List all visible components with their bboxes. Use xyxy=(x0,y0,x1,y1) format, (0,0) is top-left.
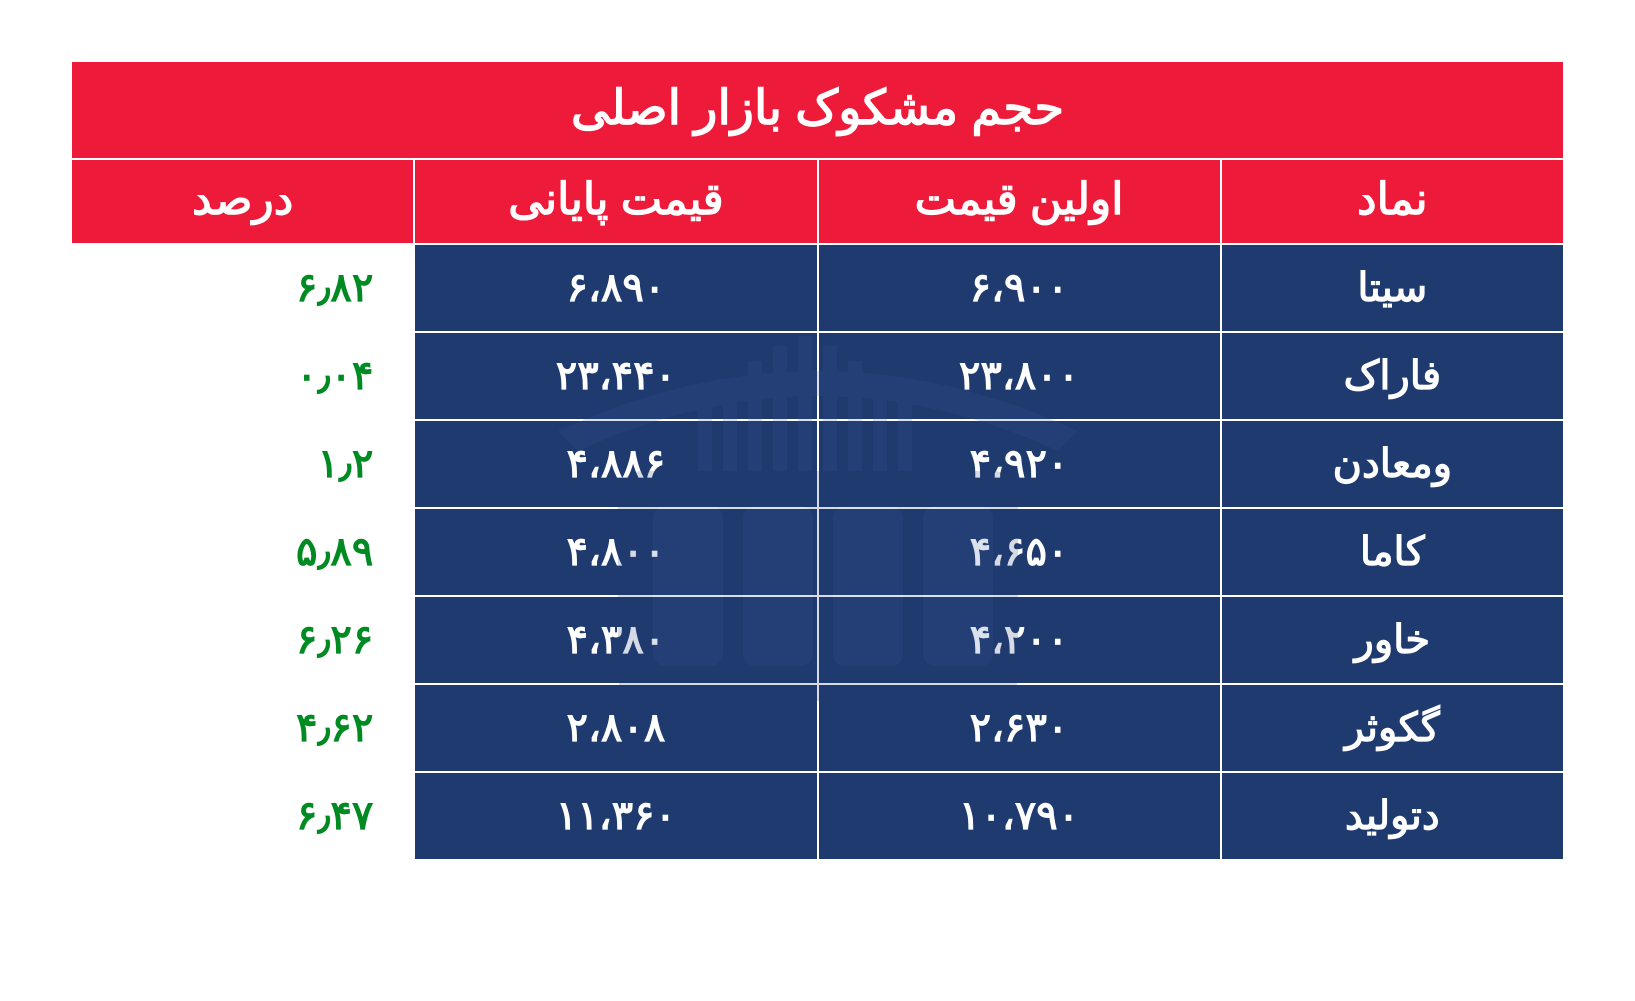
cell-close-price: ۴،۸۰۰ xyxy=(414,508,817,596)
cell-percent: ۴٫۶۲ xyxy=(71,684,414,772)
table-row: فاراک ۲۳،۸۰۰ ۲۳،۴۴۰ ۰٫۰۴ xyxy=(71,332,1564,420)
cell-percent: ۰٫۰۴ xyxy=(71,332,414,420)
table-row: خاور ۴،۲۰۰ ۴،۳۸۰ ۶٫۲۶ xyxy=(71,596,1564,684)
percent-value: ۶٫۴۷ xyxy=(72,793,413,839)
cell-percent: ۵٫۸۹ xyxy=(71,508,414,596)
col-header-close-price: قیمت پایانی xyxy=(414,159,817,244)
percent-value: ۰٫۰۴ xyxy=(72,353,413,399)
table-title-row: حجم مشکوک بازار اصلی xyxy=(71,61,1564,159)
col-header-first-price: اولین قیمت xyxy=(818,159,1221,244)
cell-close-price: ۱۱،۳۶۰ xyxy=(414,772,817,860)
percent-value: ۶٫۸۲ xyxy=(72,265,413,311)
table-header-row: نماد اولین قیمت قیمت پایانی درصد xyxy=(71,159,1564,244)
cell-first-price: ۲،۶۳۰ xyxy=(818,684,1221,772)
cell-first-price: ۶،۹۰۰ xyxy=(818,244,1221,332)
cell-symbol: خاور xyxy=(1221,596,1564,684)
cell-symbol: دتولید xyxy=(1221,772,1564,860)
table-row: گکوثر ۲،۶۳۰ ۲،۸۰۸ ۴٫۶۲ xyxy=(71,684,1564,772)
col-header-symbol: نماد xyxy=(1221,159,1564,244)
cell-symbol: گکوثر xyxy=(1221,684,1564,772)
table-row: کاما ۴،۶۵۰ ۴،۸۰۰ ۵٫۸۹ xyxy=(71,508,1564,596)
cell-symbol: سیتا xyxy=(1221,244,1564,332)
cell-percent: ۶٫۲۶ xyxy=(71,596,414,684)
cell-percent: ۶٫۸۲ xyxy=(71,244,414,332)
cell-first-price: ۲۳،۸۰۰ xyxy=(818,332,1221,420)
cell-first-price: ۴،۲۰۰ xyxy=(818,596,1221,684)
table-row: ومعادن ۴،۹۲۰ ۴،۸۸۶ ۱٫۲ xyxy=(71,420,1564,508)
cell-first-price: ۴،۶۵۰ xyxy=(818,508,1221,596)
col-header-percent: درصد xyxy=(71,159,414,244)
cell-close-price: ۶،۸۹۰ xyxy=(414,244,817,332)
cell-symbol: کاما xyxy=(1221,508,1564,596)
percent-value: ۴٫۶۲ xyxy=(72,705,413,751)
stock-table: حجم مشکوک بازار اصلی نماد اولین قیمت قیم… xyxy=(70,60,1565,861)
table-row: سیتا ۶،۹۰۰ ۶،۸۹۰ ۶٫۸۲ xyxy=(71,244,1564,332)
cell-percent: ۶٫۴۷ xyxy=(71,772,414,860)
cell-symbol: ومعادن xyxy=(1221,420,1564,508)
cell-first-price: ۱۰،۷۹۰ xyxy=(818,772,1221,860)
cell-close-price: ۲۳،۴۴۰ xyxy=(414,332,817,420)
table-row: دتولید ۱۰،۷۹۰ ۱۱،۳۶۰ ۶٫۴۷ xyxy=(71,772,1564,860)
cell-close-price: ۴،۸۸۶ xyxy=(414,420,817,508)
cell-close-price: ۲،۸۰۸ xyxy=(414,684,817,772)
cell-symbol: فاراک xyxy=(1221,332,1564,420)
cell-percent: ۱٫۲ xyxy=(71,420,414,508)
cell-first-price: ۴،۹۲۰ xyxy=(818,420,1221,508)
table-title: حجم مشکوک بازار اصلی xyxy=(71,61,1564,159)
percent-value: ۶٫۲۶ xyxy=(72,617,413,663)
percent-value: ۵٫۸۹ xyxy=(72,529,413,575)
cell-close-price: ۴،۳۸۰ xyxy=(414,596,817,684)
percent-value: ۱٫۲ xyxy=(72,441,413,487)
